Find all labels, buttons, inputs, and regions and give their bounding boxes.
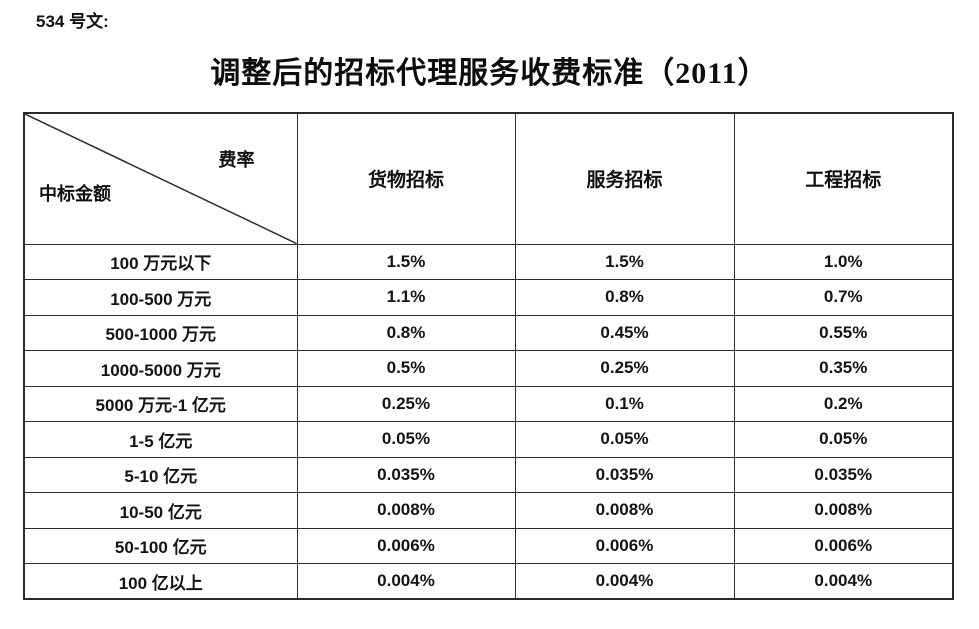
column-header-goods: 货物招标 [296, 112, 516, 245]
engineering-rate-cell: 0.35% [733, 350, 954, 387]
service-rate-cell: 0.25% [514, 350, 735, 387]
goods-rate-cell: 0.035% [296, 456, 516, 493]
service-rate-cell: 1.5% [514, 243, 735, 280]
amount-cell: 10-50 亿元 [23, 492, 298, 529]
goods-rate-cell: 0.5% [296, 350, 516, 387]
table-row: 10-50 亿元 0.008% 0.008% 0.008% [23, 492, 954, 529]
service-rate-cell: 0.1% [514, 385, 735, 422]
table-row: 500-1000 万元 0.8% 0.45% 0.55% [23, 314, 954, 351]
engineering-rate-cell: 0.05% [733, 421, 954, 458]
goods-rate-cell: 0.25% [296, 385, 516, 422]
service-rate-cell: 0.006% [514, 527, 735, 564]
amount-cell: 500-1000 万元 [23, 314, 298, 351]
goods-rate-cell: 0.008% [296, 492, 516, 529]
doc-number-label: 534 号文: [36, 12, 109, 31]
engineering-rate-cell: 0.008% [733, 492, 954, 529]
engineering-rate-cell: 0.7% [733, 279, 954, 316]
service-rate-cell: 0.45% [514, 314, 735, 351]
engineering-rate-cell: 0.55% [733, 314, 954, 351]
table-row: 100-500 万元 1.1% 0.8% 0.7% [23, 279, 954, 316]
engineering-rate-cell: 1.0% [733, 243, 954, 280]
fee-rate-table: 费率 中标金额 货物招标 服务招标 工程招标 100 万元以下 1.5% 1.5… [23, 112, 954, 600]
goods-rate-cell: 0.004% [296, 563, 516, 600]
table-row: 5000 万元-1 亿元 0.25% 0.1% 0.2% [23, 385, 954, 422]
service-rate-cell: 0.05% [514, 421, 735, 458]
engineering-rate-cell: 0.035% [733, 456, 954, 493]
corner-label-rate: 费率 [218, 150, 255, 170]
table-row: 100 万元以下 1.5% 1.5% 1.0% [23, 243, 954, 280]
engineering-rate-cell: 0.006% [733, 527, 954, 564]
table-row: 1000-5000 万元 0.5% 0.25% 0.35% [23, 350, 954, 387]
diagonal-divider-line [25, 114, 297, 244]
amount-cell: 5000 万元-1 亿元 [23, 385, 298, 422]
service-rate-cell: 0.8% [514, 279, 735, 316]
table-header-row: 费率 中标金额 货物招标 服务招标 工程招标 [23, 112, 954, 245]
table-row: 5-10 亿元 0.035% 0.035% 0.035% [23, 456, 954, 493]
table-row: 100 亿以上 0.004% 0.004% 0.004% [23, 563, 954, 600]
goods-rate-cell: 0.006% [296, 527, 516, 564]
goods-rate-cell: 0.8% [296, 314, 516, 351]
amount-cell: 100-500 万元 [23, 279, 298, 316]
table-row: 1-5 亿元 0.05% 0.05% 0.05% [23, 421, 954, 458]
engineering-rate-cell: 0.004% [733, 563, 954, 600]
goods-rate-cell: 0.05% [296, 421, 516, 458]
service-rate-cell: 0.035% [514, 456, 735, 493]
amount-cell: 100 万元以下 [23, 243, 298, 280]
table-row: 50-100 亿元 0.006% 0.006% 0.006% [23, 527, 954, 564]
page-title: 调整后的招标代理服务收费标准（2011） [210, 57, 769, 90]
amount-cell: 5-10 亿元 [23, 456, 298, 493]
amount-cell: 1-5 亿元 [23, 421, 298, 458]
column-header-engineering: 工程招标 [733, 112, 954, 245]
engineering-rate-cell: 0.2% [733, 385, 954, 422]
corner-header-cell: 费率 中标金额 [23, 112, 298, 245]
goods-rate-cell: 1.5% [296, 243, 516, 280]
amount-cell: 1000-5000 万元 [23, 350, 298, 387]
corner-label-amount: 中标金额 [39, 184, 111, 204]
service-rate-cell: 0.004% [514, 563, 735, 600]
amount-cell: 50-100 亿元 [23, 527, 298, 564]
service-rate-cell: 0.008% [514, 492, 735, 529]
amount-cell: 100 亿以上 [23, 563, 298, 600]
goods-rate-cell: 1.1% [296, 279, 516, 316]
column-header-service: 服务招标 [514, 112, 735, 245]
